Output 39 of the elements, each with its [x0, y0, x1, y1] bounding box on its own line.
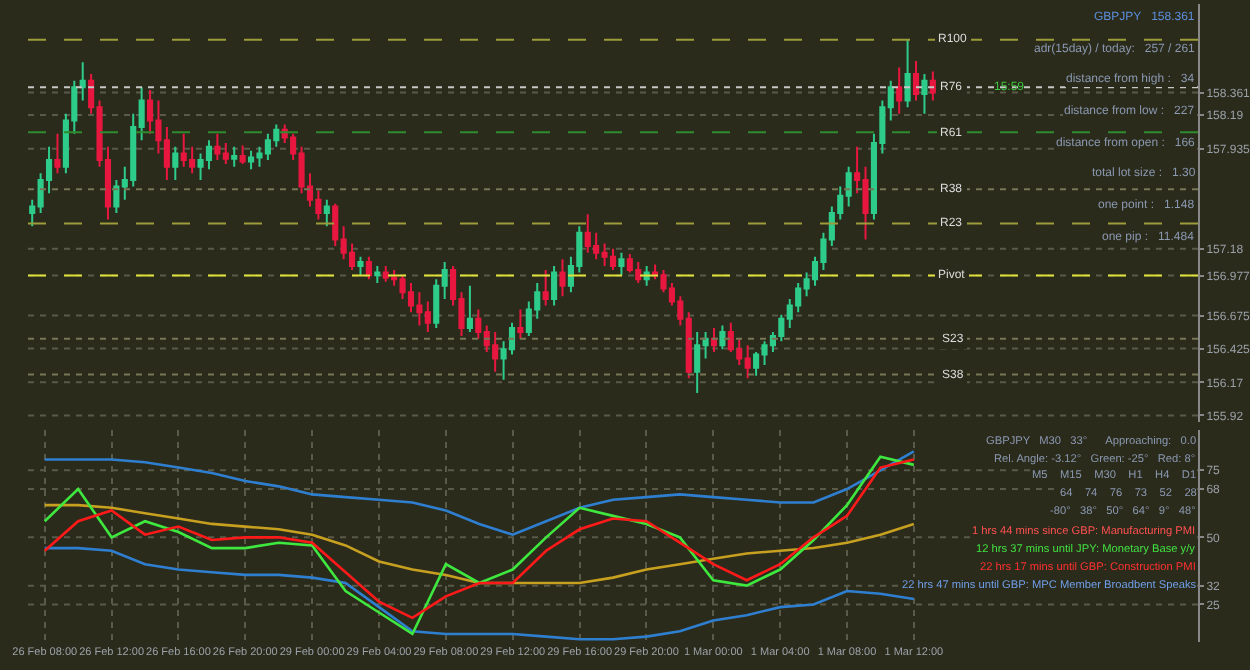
candlestick: [357, 255, 364, 277]
line-series: [43, 503, 916, 585]
candlestick: [79, 61, 86, 102]
candlestick: [542, 268, 549, 307]
candlestick: [584, 213, 591, 254]
line-series: [43, 546, 916, 641]
candlestick: [239, 144, 246, 166]
line-series: [43, 450, 916, 536]
candlestick: [551, 264, 558, 307]
candlestick: [710, 327, 718, 353]
candlestick: [559, 258, 566, 298]
candlestick: [248, 149, 255, 171]
candlestick: [180, 132, 187, 168]
candlestick: [635, 260, 642, 285]
candlestick: [231, 145, 238, 168]
candlestick: [719, 324, 726, 351]
candlestick: [416, 291, 423, 327]
candlestick: [929, 70, 936, 102]
candlestick: [609, 247, 617, 271]
candlestick: [214, 132, 221, 162]
candlestick: [424, 300, 431, 334]
candlestick: [912, 59, 920, 102]
candlestick: [54, 132, 61, 175]
candlestick: [904, 38, 911, 109]
candlestick: [172, 145, 179, 181]
candlestick: [744, 344, 751, 380]
candlestick: [264, 132, 271, 162]
candlestick: [374, 264, 381, 285]
candlestick: [694, 331, 701, 394]
candlestick: [323, 198, 330, 228]
candlestick: [896, 66, 903, 115]
candlestick: [365, 255, 372, 281]
candlestick: [492, 331, 499, 373]
candlestick: [618, 251, 625, 277]
candlestick: [466, 284, 473, 334]
candlestick: [921, 73, 928, 115]
candlestick: [517, 308, 524, 340]
candlestick: [382, 264, 389, 283]
candlestick: [222, 141, 229, 166]
